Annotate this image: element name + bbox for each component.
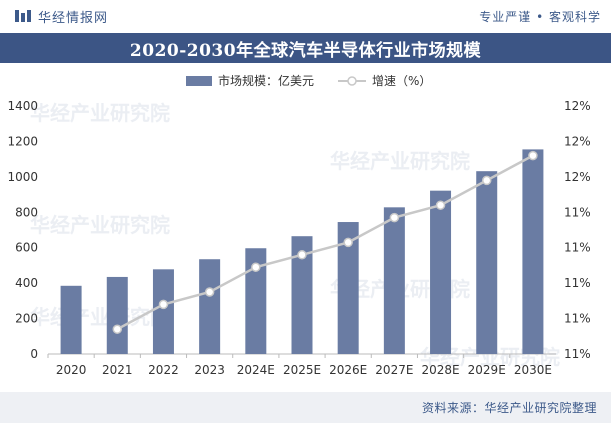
title-band: 2020-2030年全球汽车半导体行业市场规模	[0, 33, 611, 63]
brand-logo-icon	[15, 10, 31, 22]
brand: 华经情报网	[14, 7, 108, 26]
y-right-tick-label: 12%	[564, 170, 591, 184]
bar	[430, 190, 452, 354]
y-right-tick-label: 12%	[564, 99, 591, 113]
y-left-tick-label: 1200	[7, 134, 38, 148]
growth-point	[343, 237, 353, 248]
y-left-tick-label: 800	[15, 205, 38, 219]
growth-point	[389, 212, 400, 223]
x-tick-label: 2022	[148, 363, 179, 377]
y-left-tick-label: 1400	[7, 99, 38, 113]
y-right-tick-label: 11%	[564, 241, 591, 255]
x-tick-label: 2029E	[468, 363, 506, 377]
x-tick-label: 2024E	[237, 363, 275, 377]
watermark-text: 华经产业研究院	[30, 213, 170, 237]
y-left-tick-label: 400	[15, 276, 38, 290]
bar	[245, 248, 267, 354]
x-tick-label: 2028E	[421, 363, 459, 377]
x-tick-label: 2020	[56, 363, 87, 377]
bar	[60, 285, 82, 354]
chart-title: 2020-2030年全球汽车半导体行业市场规模	[129, 40, 482, 61]
legend-swatch-bar	[186, 76, 212, 86]
bar	[476, 171, 498, 354]
y-left-tick-label: 200	[15, 312, 38, 326]
x-tick-label: 2021	[102, 363, 133, 377]
brand-name: 华经情报网	[38, 10, 109, 26]
chart: 华经产业研究院华经产业研究院华经产业研究院华经产业研究院华经产业研究院华经产业研…	[7, 73, 591, 377]
x-tick-label: 2025E	[283, 363, 321, 377]
growth-point	[528, 150, 538, 161]
bar	[291, 236, 313, 354]
y-left-tick-label: 1000	[7, 170, 38, 184]
growth-point	[158, 299, 169, 310]
y-right-tick-label: 12%	[564, 134, 591, 148]
growth-point	[435, 200, 446, 210]
legend-label-line: 增速（%）	[372, 74, 431, 88]
growth-point	[204, 287, 215, 297]
x-tick-label: 2027E	[375, 363, 413, 377]
x-tick-label: 2023	[194, 363, 225, 377]
growth-point	[481, 175, 492, 186]
y-right-tick-label: 11%	[564, 205, 591, 219]
y-left-tick-label: 0	[30, 347, 38, 361]
legend-label-bar: 市场规模：亿美元	[218, 73, 314, 88]
growth-point	[112, 324, 123, 334]
bar	[522, 149, 544, 354]
slogan: 专业严谨 • 客观科学	[479, 9, 601, 24]
x-tick-label: 2026E	[329, 363, 367, 377]
watermark-text: 华经产业研究院	[330, 149, 470, 173]
y-left-tick-label: 600	[15, 241, 38, 255]
bar	[106, 276, 128, 354]
y-right-tick-label: 11%	[564, 312, 591, 326]
bar	[199, 259, 221, 354]
watermark-text: 华经产业研究院	[30, 101, 170, 125]
footer: 资料来源：华经产业研究院整理	[0, 392, 611, 423]
bar	[383, 207, 405, 354]
source-note: 资料来源：华经产业研究院整理	[421, 401, 597, 415]
top-bar: 华经情报网 专业严谨 • 客观科学	[0, 0, 611, 32]
bar	[337, 222, 359, 354]
y-right-tick-label: 11%	[564, 276, 591, 290]
x-tick-label: 2030E	[514, 363, 552, 377]
legend-marker-line	[347, 76, 357, 86]
growth-point	[251, 262, 261, 272]
growth-line	[116, 154, 534, 331]
y-right-tick-label: 11%	[564, 347, 591, 361]
bar	[152, 269, 174, 354]
watermark-text: 华经产业研究院	[30, 305, 170, 329]
growth-point	[297, 250, 307, 260]
